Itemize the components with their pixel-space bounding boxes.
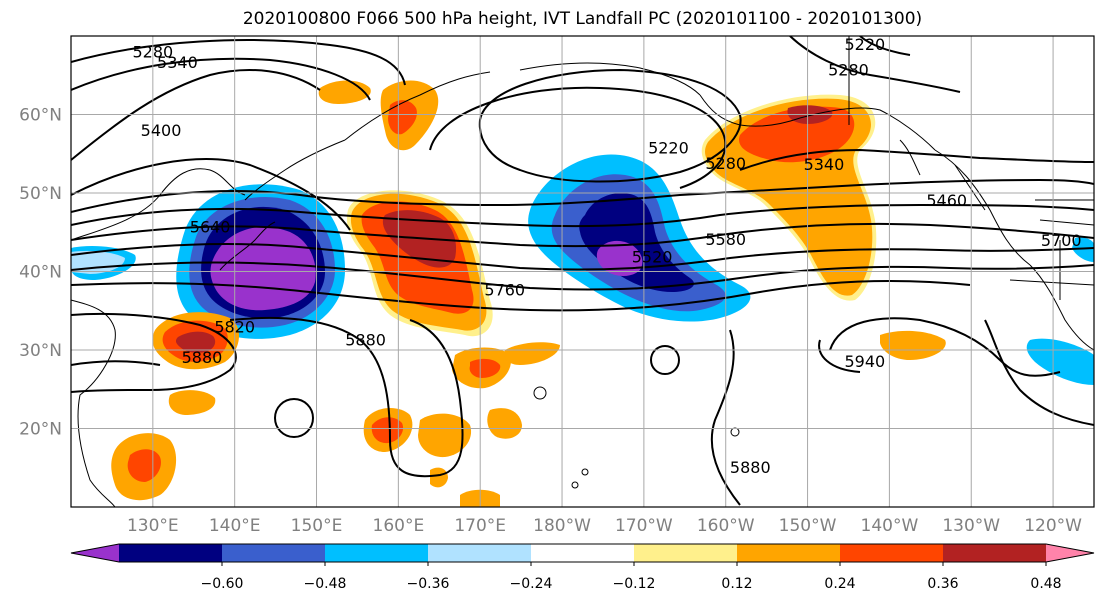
contour-label: 5220 xyxy=(844,35,885,54)
lon-label: 130°E xyxy=(127,516,179,536)
latitude-labels: 20°N 30°N 40°N 50°N 60°N xyxy=(19,106,62,440)
lon-label: 130°W xyxy=(942,516,1000,536)
colorbar-tick-label: 0.24 xyxy=(824,576,855,592)
ivt-positive xyxy=(111,80,946,507)
lon-label: 140°W xyxy=(861,516,919,536)
gridlines xyxy=(71,36,1094,507)
colorbar-extend-low xyxy=(71,544,119,562)
contour-labels: 5280534054005640582058805880576052205280… xyxy=(132,35,1081,477)
contour-label: 5460 xyxy=(926,191,967,210)
colorbar-labels: −0.60 −0.48 −0.36 −0.24 −0.12 0.12 0.24 0.36 0.4… xyxy=(201,562,1062,592)
lat-label: 40°N xyxy=(19,263,62,283)
colorbar-tick-label: −0.36 xyxy=(407,576,450,592)
colorbar-swatch xyxy=(119,544,223,562)
colorbar-tick-label: 0.12 xyxy=(721,576,752,592)
height-contours xyxy=(71,36,1094,506)
contour-label: 5940 xyxy=(844,352,885,371)
lon-label: 180°W xyxy=(533,516,591,536)
colorbar-swatch xyxy=(840,544,944,562)
lon-label: 150°W xyxy=(779,516,837,536)
lat-label: 50°N xyxy=(19,184,62,204)
map-content xyxy=(71,36,1094,507)
contour-label: 5640 xyxy=(190,218,231,237)
colorbar-swatch xyxy=(634,544,738,562)
colorbar-extend-high xyxy=(1046,544,1094,562)
lon-label: 160°W xyxy=(697,516,755,536)
colorbar-swatch xyxy=(325,544,429,562)
colorbar-tick-label: −0.48 xyxy=(304,576,347,592)
contour-label: 5880 xyxy=(182,348,223,367)
contour-label: 5400 xyxy=(141,121,182,140)
colorbar-tick-label: 0.48 xyxy=(1030,576,1061,592)
colorbar-tick-label: 0.36 xyxy=(927,576,958,592)
map-title: 2020100800 F066 500 hPa height, IVT Land… xyxy=(242,9,923,29)
contour-label: 5280 xyxy=(828,61,869,80)
colorbar-tick-label: −0.60 xyxy=(201,576,244,592)
contour-label: 5520 xyxy=(632,248,673,267)
longitude-labels: 130°E 140°E 150°E 160°E 170°E 180°W 170°W 160°W… xyxy=(127,516,1082,536)
lat-label: 60°N xyxy=(19,106,62,126)
colorbar-swatch xyxy=(531,544,635,562)
colorbar xyxy=(70,543,1095,563)
contour-label: 5280 xyxy=(705,154,746,173)
contour-label: 5340 xyxy=(157,53,198,72)
lon-label: 160°E xyxy=(373,516,425,536)
contour-label: 5880 xyxy=(345,331,386,350)
contour-label: 5820 xyxy=(214,317,255,336)
colorbar-swatch xyxy=(428,544,532,562)
contour-label: 5700 xyxy=(1041,231,1082,250)
contour-label: 5220 xyxy=(648,138,689,157)
lon-label: 120°W xyxy=(1024,516,1082,536)
lat-label: 20°N xyxy=(19,420,62,440)
contour-label: 5760 xyxy=(484,280,525,299)
contour-label: 5280 xyxy=(132,43,173,62)
colorbar-tick-label: −0.24 xyxy=(510,576,553,592)
colorbar-swatch xyxy=(943,544,1047,562)
lon-label: 170°W xyxy=(615,516,673,536)
colorbar-tick-label: −0.12 xyxy=(613,576,656,592)
lat-label: 30°N xyxy=(19,341,62,361)
map-frame xyxy=(70,35,1095,508)
lon-label: 140°E xyxy=(209,516,261,536)
lon-label: 170°E xyxy=(454,516,506,536)
colorbar-swatch xyxy=(222,544,326,562)
colorbar-swatch xyxy=(737,544,841,562)
contour-label: 5880 xyxy=(730,458,771,477)
contour-label: 5580 xyxy=(705,230,746,249)
contour-label: 5340 xyxy=(804,155,845,174)
lon-label: 150°E xyxy=(291,516,343,536)
colorbar-outline xyxy=(70,543,1095,563)
